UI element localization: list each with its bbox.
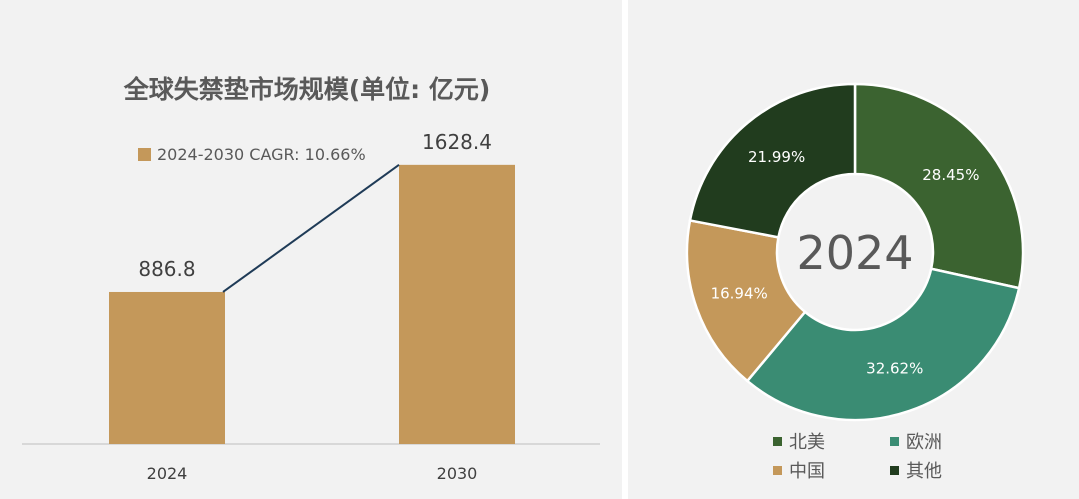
value-label-2024: 886.8 [138,257,195,281]
x-tick-2030: 2030 [437,464,478,483]
slice-label-北美: 28.45% [922,166,979,184]
bar-chart-panel: 全球失禁垫市场规模(单位: 亿元) 2024-2030 CAGR: 10.66% 8… [0,0,622,499]
bar-2030 [399,164,515,445]
donut-chart-panel: 28.45% 32.62% 16.94% 21.99% 2024 北美 欧洲中国 其他 [628,0,1079,499]
legend-swatch [138,148,151,161]
slice-label-欧洲: 32.62% [866,359,923,377]
legend-swatch-欧洲 [890,437,899,446]
cagr-trend-line [222,164,400,293]
slice-中国 [685,218,807,383]
value-label-2030: 1628.4 [422,130,492,154]
bar-chart: 全球失禁垫市场规模(单位: 亿元) 2024-2030 CAGR: 10.66% 8… [22,75,600,483]
legend-label-其他: 其他 [906,461,942,482]
x-tick-2024: 2024 [147,464,188,483]
slice-其他 [688,82,857,239]
center-year-label: 2024 [796,226,913,280]
legend-label: 2024-2030 CAGR: 10.66% [157,145,366,164]
slice-label-中国: 16.94% [711,284,768,302]
legend-swatch-北美 [773,437,782,446]
legend-label-北美: 北美 [789,432,825,453]
chart-title: 全球失禁垫市场规模(单位: 亿元) [123,75,491,104]
legend-label-中国: 中国 [789,461,825,482]
legend-swatch-其他 [890,466,899,475]
bar-2024 [109,291,225,444]
slice-label-其他: 21.99% [748,148,805,166]
legend-swatch-中国 [773,466,782,475]
slice-欧洲 [745,267,1021,422]
legend-label-欧洲: 欧洲 [906,432,942,453]
slice-北美 [853,82,1025,290]
